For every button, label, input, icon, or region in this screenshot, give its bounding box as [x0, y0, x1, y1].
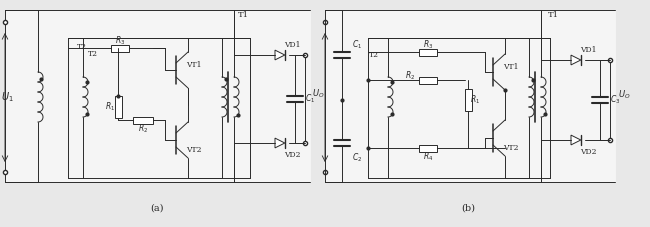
- Bar: [465, 89, 471, 111]
- Text: $U_O$: $U_O$: [312, 88, 324, 100]
- Bar: [5, 10, 310, 182]
- Text: $R_2$: $R_2$: [138, 123, 148, 135]
- Polygon shape: [275, 50, 285, 60]
- Bar: [133, 116, 153, 123]
- Bar: [419, 76, 437, 84]
- Bar: [114, 96, 122, 118]
- Text: VT1: VT1: [503, 63, 519, 71]
- Text: VT1: VT1: [187, 61, 202, 69]
- Text: $C_1$: $C_1$: [305, 93, 315, 105]
- Text: $U_O$: $U_O$: [618, 89, 630, 101]
- Text: VD2: VD2: [580, 148, 597, 156]
- Bar: [325, 10, 615, 182]
- Text: VD1: VD1: [580, 46, 597, 54]
- Text: T2: T2: [77, 43, 87, 51]
- Text: VD2: VD2: [284, 151, 300, 159]
- Bar: [419, 49, 437, 55]
- Text: VT2: VT2: [187, 146, 202, 154]
- Text: $R_1$: $R_1$: [105, 101, 115, 113]
- Text: VD1: VD1: [284, 41, 300, 49]
- Text: $C_2$: $C_2$: [352, 152, 362, 164]
- Text: T2: T2: [88, 50, 98, 58]
- Polygon shape: [275, 138, 285, 148]
- Text: T1: T1: [547, 11, 558, 19]
- Text: $R_3$: $R_3$: [115, 35, 125, 47]
- Text: VT2: VT2: [503, 144, 519, 152]
- Text: $R_4$: $R_4$: [422, 151, 433, 163]
- Text: (a): (a): [150, 203, 164, 212]
- Text: T1: T1: [237, 11, 248, 19]
- Text: (b): (b): [461, 203, 475, 212]
- Text: $R_1$: $R_1$: [470, 94, 480, 106]
- Text: T2: T2: [369, 51, 379, 59]
- Text: $C_1$: $C_1$: [352, 39, 362, 51]
- Bar: [419, 145, 437, 151]
- Polygon shape: [571, 135, 581, 145]
- Text: $U_1$: $U_1$: [1, 90, 14, 104]
- Text: $R_3$: $R_3$: [423, 39, 433, 51]
- Polygon shape: [571, 55, 581, 65]
- Text: $C_3$: $C_3$: [610, 94, 620, 106]
- Bar: [111, 44, 129, 52]
- Text: $R_2$: $R_2$: [405, 70, 415, 82]
